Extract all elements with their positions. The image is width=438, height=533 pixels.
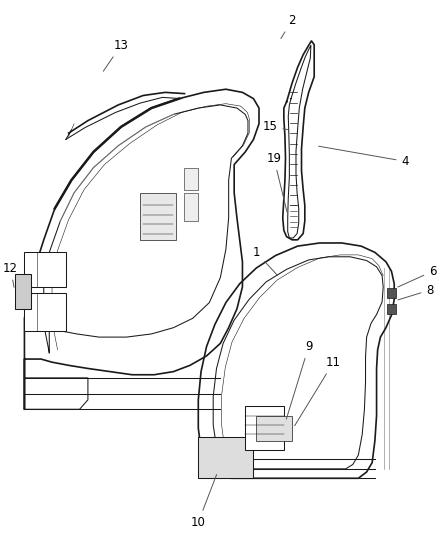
Text: 19: 19 <box>266 152 287 212</box>
Text: 10: 10 <box>191 474 217 529</box>
Text: 1: 1 <box>252 246 278 276</box>
Bar <box>25 253 66 287</box>
Bar <box>387 304 396 314</box>
Bar <box>387 288 396 298</box>
Bar <box>140 193 176 240</box>
Text: 15: 15 <box>263 120 288 133</box>
Text: 4: 4 <box>318 146 409 168</box>
Text: 13: 13 <box>103 39 128 71</box>
Bar <box>245 406 284 450</box>
Bar <box>14 274 31 309</box>
Text: 9: 9 <box>286 340 312 419</box>
Bar <box>184 193 198 221</box>
Text: 2: 2 <box>281 14 296 38</box>
Bar <box>25 293 66 331</box>
Text: 6: 6 <box>398 265 437 287</box>
Text: 12: 12 <box>3 262 18 287</box>
Bar <box>184 168 198 190</box>
Bar <box>198 438 254 478</box>
Text: 8: 8 <box>398 284 434 300</box>
Text: 11: 11 <box>295 356 341 426</box>
Bar <box>256 416 292 441</box>
